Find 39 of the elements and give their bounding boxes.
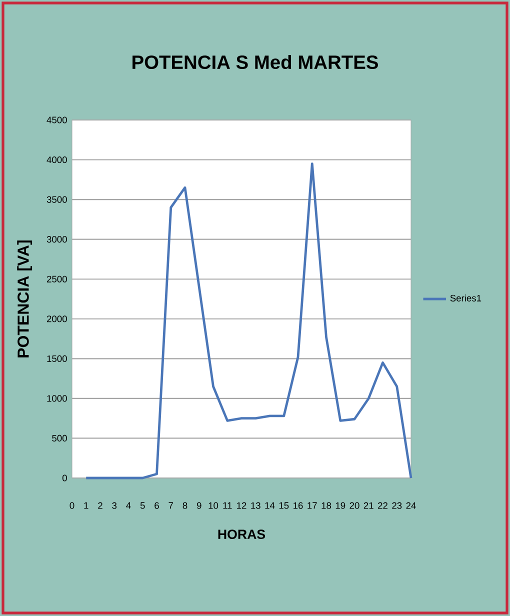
chart-title: POTENCIA S Med MARTES bbox=[132, 54, 378, 70]
y-tick-label: 3000 bbox=[46, 236, 67, 243]
x-tick-label: 17 bbox=[308, 502, 317, 509]
y-tick-label: 1500 bbox=[47, 355, 67, 362]
x-tick-label: 18 bbox=[322, 502, 332, 509]
x-tick-label: 19 bbox=[336, 502, 346, 509]
y-tick-label: 4500 bbox=[46, 116, 67, 124]
x-tick-label: 7 bbox=[168, 502, 174, 509]
y-tick-label: 2000 bbox=[46, 316, 67, 322]
x-tick-label: 22 bbox=[378, 502, 388, 509]
x-tick-label: 15 bbox=[279, 502, 289, 509]
x-tick-label: 3 bbox=[112, 502, 117, 509]
y-tick-label: 500 bbox=[52, 434, 67, 442]
x-tick-label: 23 bbox=[392, 502, 402, 509]
x-tick-label: 1 bbox=[84, 502, 88, 509]
x-tick-label: 0 bbox=[70, 502, 74, 509]
x-tick-label: 11 bbox=[223, 502, 232, 509]
x-tick-label: 2 bbox=[98, 502, 102, 509]
x-tick-label: 20 bbox=[350, 502, 360, 509]
x-tick-label: 21 bbox=[364, 502, 374, 509]
y-tick-label: 2500 bbox=[46, 276, 67, 282]
y-axis-title: POTENCIA [VA] bbox=[17, 240, 32, 358]
y-tick-label: 4000 bbox=[46, 156, 67, 164]
legend-label: Series1 bbox=[450, 294, 482, 302]
x-tick-label: 9 bbox=[196, 502, 202, 509]
x-tick-label: 6 bbox=[154, 502, 159, 509]
x-tick-label: 12 bbox=[237, 502, 246, 509]
x-tick-label: 10 bbox=[208, 502, 218, 509]
x-tick-label: 5 bbox=[140, 502, 145, 509]
x-tick-label: 16 bbox=[294, 502, 303, 509]
y-tick-label: 3500 bbox=[46, 196, 67, 203]
x-tick-label: 14 bbox=[265, 502, 275, 509]
x-tick-label: 4 bbox=[126, 502, 131, 509]
y-tick-label: 0 bbox=[62, 474, 67, 482]
x-axis-title: HORAS bbox=[218, 530, 266, 540]
x-tick-label: 24 bbox=[406, 502, 416, 509]
y-tick-label: 1000 bbox=[47, 395, 67, 402]
x-tick-label: 8 bbox=[182, 502, 188, 509]
x-tick-label: 13 bbox=[251, 502, 260, 509]
